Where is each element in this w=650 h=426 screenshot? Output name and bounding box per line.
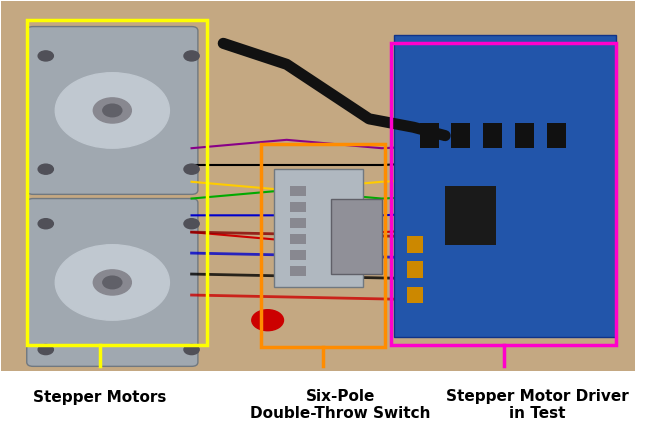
Bar [290,218,305,228]
Bar [407,236,423,253]
Circle shape [94,98,131,123]
Bar [1,1,635,371]
Circle shape [38,219,53,229]
Bar [407,262,423,278]
Circle shape [38,164,53,174]
Circle shape [38,51,53,61]
Bar [515,123,534,148]
Bar [483,123,502,148]
Text: Six-Pole
Double-Throw Switch: Six-Pole Double-Throw Switch [250,389,431,421]
Circle shape [55,73,170,148]
Bar [290,266,305,276]
Circle shape [184,164,199,174]
Circle shape [94,270,131,295]
Bar [391,43,616,345]
Circle shape [184,345,199,354]
Circle shape [252,310,283,331]
Bar [290,250,305,260]
Bar [290,202,305,213]
Circle shape [55,245,170,320]
Bar [331,199,382,274]
FancyBboxPatch shape [27,199,198,366]
Bar [547,123,566,148]
Bar [420,123,439,148]
Bar [407,287,423,303]
Circle shape [38,345,53,354]
Text: Stepper Motor Driver
in Test: Stepper Motor Driver in Test [446,389,629,421]
Circle shape [103,104,122,117]
Bar [274,169,363,287]
Circle shape [184,219,199,229]
Text: Stepper Motors: Stepper Motors [33,390,166,405]
Bar [452,123,471,148]
Circle shape [103,276,122,289]
Bar [261,144,385,348]
FancyBboxPatch shape [27,26,198,194]
Bar [395,35,616,337]
Bar [290,186,305,196]
Bar [445,186,496,245]
Bar [27,20,207,345]
Bar [290,234,305,244]
Circle shape [184,51,199,61]
